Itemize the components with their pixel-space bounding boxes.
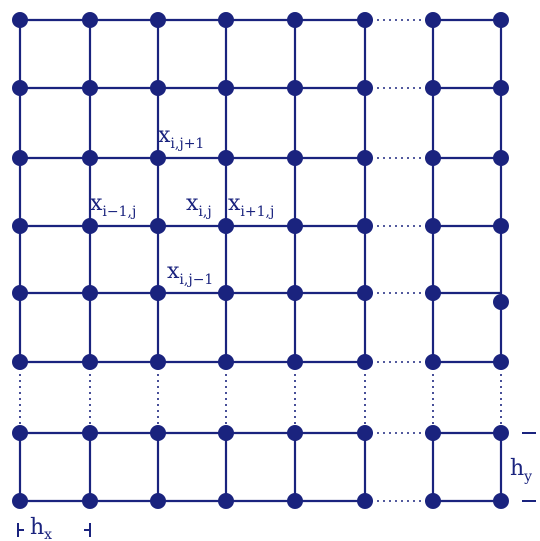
grid-node (357, 150, 373, 166)
grid-node (12, 493, 28, 509)
grid-node (150, 285, 166, 301)
grid-node (425, 425, 441, 441)
grid-node (218, 150, 234, 166)
grid-node (12, 80, 28, 96)
grid-node (12, 354, 28, 370)
hx-spacing-marker (17, 523, 91, 537)
grid-node (12, 425, 28, 441)
grid-node (425, 150, 441, 166)
grid-node (425, 12, 441, 28)
grid-node (287, 425, 303, 441)
grid-node (287, 150, 303, 166)
grid-node (150, 218, 166, 234)
grid-node (82, 150, 98, 166)
grid-node (287, 218, 303, 234)
label-x-i-jminus1: xi,j−1 (167, 259, 213, 288)
grid-node (493, 493, 509, 509)
grid-node (82, 12, 98, 28)
grid-node (12, 12, 28, 28)
hy-spacing-marker (522, 432, 536, 502)
grid-node (218, 80, 234, 96)
label-x-iminus1-j: xi−1,j (90, 191, 136, 220)
grid-node (493, 354, 509, 370)
label-x-i-j: xi,j (186, 191, 212, 220)
grid-node (218, 354, 234, 370)
grid-node (12, 285, 28, 301)
label-hx: hx (30, 515, 52, 541)
grid-node (150, 150, 166, 166)
grid-node (287, 80, 303, 96)
grid-node (493, 150, 509, 166)
label-hy: hy (510, 456, 532, 485)
grid-node (150, 12, 166, 28)
grid-node (82, 285, 98, 301)
grid-node (82, 354, 98, 370)
grid-node (218, 425, 234, 441)
grid-node (150, 80, 166, 96)
grid-node (150, 425, 166, 441)
grid-node (150, 354, 166, 370)
label-x-i-jplus1: xi,j+1 (158, 123, 204, 152)
grid-node (287, 12, 303, 28)
grid-node (357, 493, 373, 509)
grid-node (357, 425, 373, 441)
grid-node (357, 354, 373, 370)
grid-node (357, 218, 373, 234)
grid-node (150, 493, 166, 509)
grid-node (493, 294, 509, 310)
grid-node (218, 285, 234, 301)
grid-node (218, 12, 234, 28)
grid-node (493, 12, 509, 28)
grid-lines (18, 18, 503, 503)
grid-node (493, 425, 509, 441)
grid-node (357, 285, 373, 301)
grid-node (287, 285, 303, 301)
grid-node (287, 493, 303, 509)
grid-node (82, 425, 98, 441)
grid-node (82, 80, 98, 96)
grid-node (218, 493, 234, 509)
grid-node (357, 80, 373, 96)
label-x-iplus1-j: xi+1,j (228, 191, 274, 220)
grid-node (82, 218, 98, 234)
grid-node (493, 218, 509, 234)
grid-node (12, 218, 28, 234)
grid-node (425, 285, 441, 301)
grid-node (82, 493, 98, 509)
grid-nodes (12, 12, 509, 509)
grid-node (357, 12, 373, 28)
grid-node (425, 80, 441, 96)
grid-node (425, 493, 441, 509)
grid-node (425, 354, 441, 370)
grid-node (12, 150, 28, 166)
grid-node (425, 218, 441, 234)
grid-node (493, 80, 509, 96)
grid-node (218, 218, 234, 234)
grid-node (287, 354, 303, 370)
